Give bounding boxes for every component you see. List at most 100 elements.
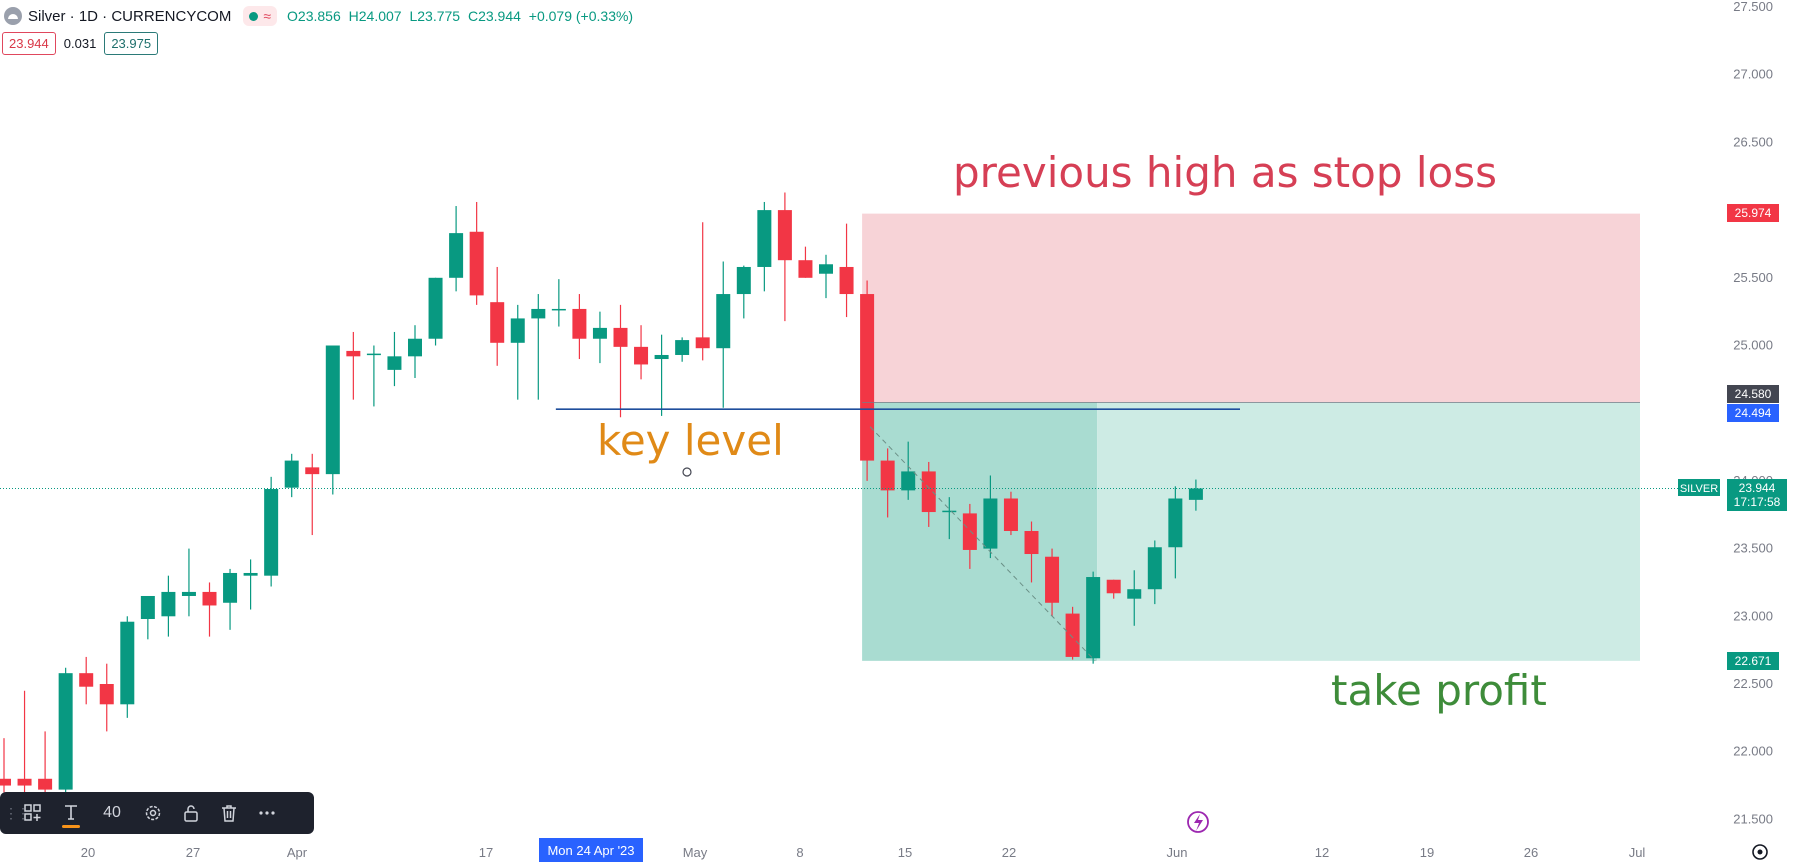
candle[interactable] — [243, 559, 258, 610]
candle[interactable] — [531, 294, 546, 400]
candle[interactable] — [366, 345, 381, 407]
candle[interactable] — [58, 667, 73, 793]
candle[interactable] — [1065, 606, 1080, 660]
candle[interactable] — [1188, 479, 1203, 511]
candle[interactable] — [572, 294, 587, 360]
candle[interactable] — [613, 304, 628, 418]
chart-settings-icon[interactable] — [1752, 844, 1768, 860]
take-profit-price-label[interactable]: 22.671 — [1727, 652, 1779, 670]
drag-handle-icon[interactable]: ⋮⋮ — [4, 804, 30, 821]
candle[interactable] — [1003, 491, 1018, 536]
candle[interactable] — [387, 331, 402, 387]
candle[interactable] — [0, 738, 11, 793]
candle[interactable] — [654, 334, 669, 416]
candle[interactable] — [716, 261, 731, 408]
candle[interactable] — [860, 280, 875, 481]
candle[interactable] — [1168, 486, 1183, 579]
candle[interactable] — [284, 453, 299, 498]
price-tick-label: 22.000 — [1733, 744, 1773, 759]
candle-body — [243, 572, 258, 576]
trash-icon[interactable] — [210, 792, 248, 834]
candle[interactable] — [223, 568, 238, 630]
candle[interactable] — [120, 616, 135, 718]
candle[interactable] — [99, 663, 114, 732]
lock-icon[interactable] — [172, 792, 210, 834]
candle[interactable] — [634, 325, 649, 380]
candle[interactable] — [469, 201, 484, 305]
candle-body — [757, 210, 772, 267]
candle[interactable] — [798, 246, 813, 278]
candle-body — [1168, 498, 1183, 548]
stop-loss-annotation[interactable]: previous high as stop loss — [953, 148, 1497, 197]
profit-zone[interactable] — [1097, 402, 1640, 661]
candle[interactable] — [983, 475, 998, 559]
candle[interactable] — [17, 690, 32, 793]
candle[interactable] — [695, 222, 710, 361]
candle[interactable] — [1127, 570, 1142, 626]
candle[interactable] — [79, 656, 94, 705]
candle[interactable] — [1106, 579, 1121, 599]
chart-lines — [0, 401, 1721, 662]
candle[interactable] — [1086, 571, 1101, 664]
candle[interactable] — [736, 265, 751, 319]
symbol-title[interactable]: Silver · 1D · CURRENCYCOM — [28, 7, 232, 25]
add-template-icon[interactable] — [14, 792, 52, 834]
candle[interactable] — [757, 201, 772, 292]
candle[interactable] — [181, 548, 196, 617]
text-color-icon[interactable] — [52, 792, 90, 834]
candle[interactable] — [1147, 540, 1162, 605]
text-anchor-handle[interactable] — [682, 467, 692, 477]
candle[interactable] — [901, 441, 916, 500]
date-tick-label: 19 — [1420, 845, 1434, 860]
stop-loss-price-label[interactable]: 25.974 — [1727, 204, 1779, 222]
key-level-price-label[interactable]: 24.494 — [1727, 404, 1779, 422]
candle[interactable] — [202, 582, 217, 637]
candle-body — [675, 340, 690, 355]
bar-countdown: 17:17:58 — [1734, 495, 1781, 509]
candle[interactable] — [346, 331, 361, 400]
profit-zone-active[interactable] — [862, 402, 1098, 661]
candle[interactable] — [880, 448, 895, 518]
candle-body — [798, 260, 813, 278]
candle[interactable] — [962, 503, 977, 569]
candle[interactable] — [161, 575, 176, 637]
candle[interactable] — [819, 254, 833, 299]
candle[interactable] — [921, 461, 936, 527]
candle[interactable] — [675, 337, 690, 362]
more-options-icon[interactable] — [248, 792, 286, 834]
candle[interactable] — [449, 206, 464, 292]
candle[interactable] — [38, 731, 53, 793]
candle[interactable] — [264, 476, 279, 587]
candle[interactable] — [592, 311, 607, 364]
replay-lightning-icon[interactable] — [1187, 811, 1209, 833]
candle[interactable] — [325, 345, 340, 495]
candle[interactable] — [777, 192, 792, 322]
buy-price-button[interactable]: 23.975 — [104, 32, 159, 55]
candle[interactable] — [1045, 548, 1060, 617]
candle[interactable] — [839, 223, 854, 318]
price-tick-label: 25.000 — [1733, 338, 1773, 353]
candle[interactable] — [942, 497, 957, 540]
candle-body — [551, 308, 566, 311]
ohlc-readout: O23.856 H24.007 L23.775 C23.944 +0.079 (… — [287, 8, 637, 24]
market-status-pill[interactable]: ≈ — [243, 6, 278, 26]
settings-gear-icon[interactable] — [134, 792, 172, 834]
candle[interactable] — [428, 277, 443, 346]
sell-price-button[interactable]: 23.944 — [2, 32, 56, 55]
candle[interactable] — [1024, 521, 1039, 583]
key-level-annotation[interactable]: key level — [597, 416, 784, 465]
candle[interactable] — [551, 279, 566, 327]
take-profit-annotation[interactable]: take profit — [1331, 666, 1547, 715]
date-tick-label: Jul — [1629, 845, 1646, 860]
candle[interactable] — [490, 266, 505, 366]
candle[interactable] — [510, 304, 525, 400]
candle[interactable] — [140, 595, 155, 640]
font-size-select[interactable]: 40 — [103, 804, 121, 821]
stop-loss-zone[interactable] — [862, 213, 1640, 403]
market-open-dot-icon — [249, 11, 259, 21]
candle[interactable] — [305, 453, 320, 536]
entry-price-label[interactable]: 24.580 — [1727, 385, 1779, 403]
candle[interactable] — [408, 325, 422, 378]
